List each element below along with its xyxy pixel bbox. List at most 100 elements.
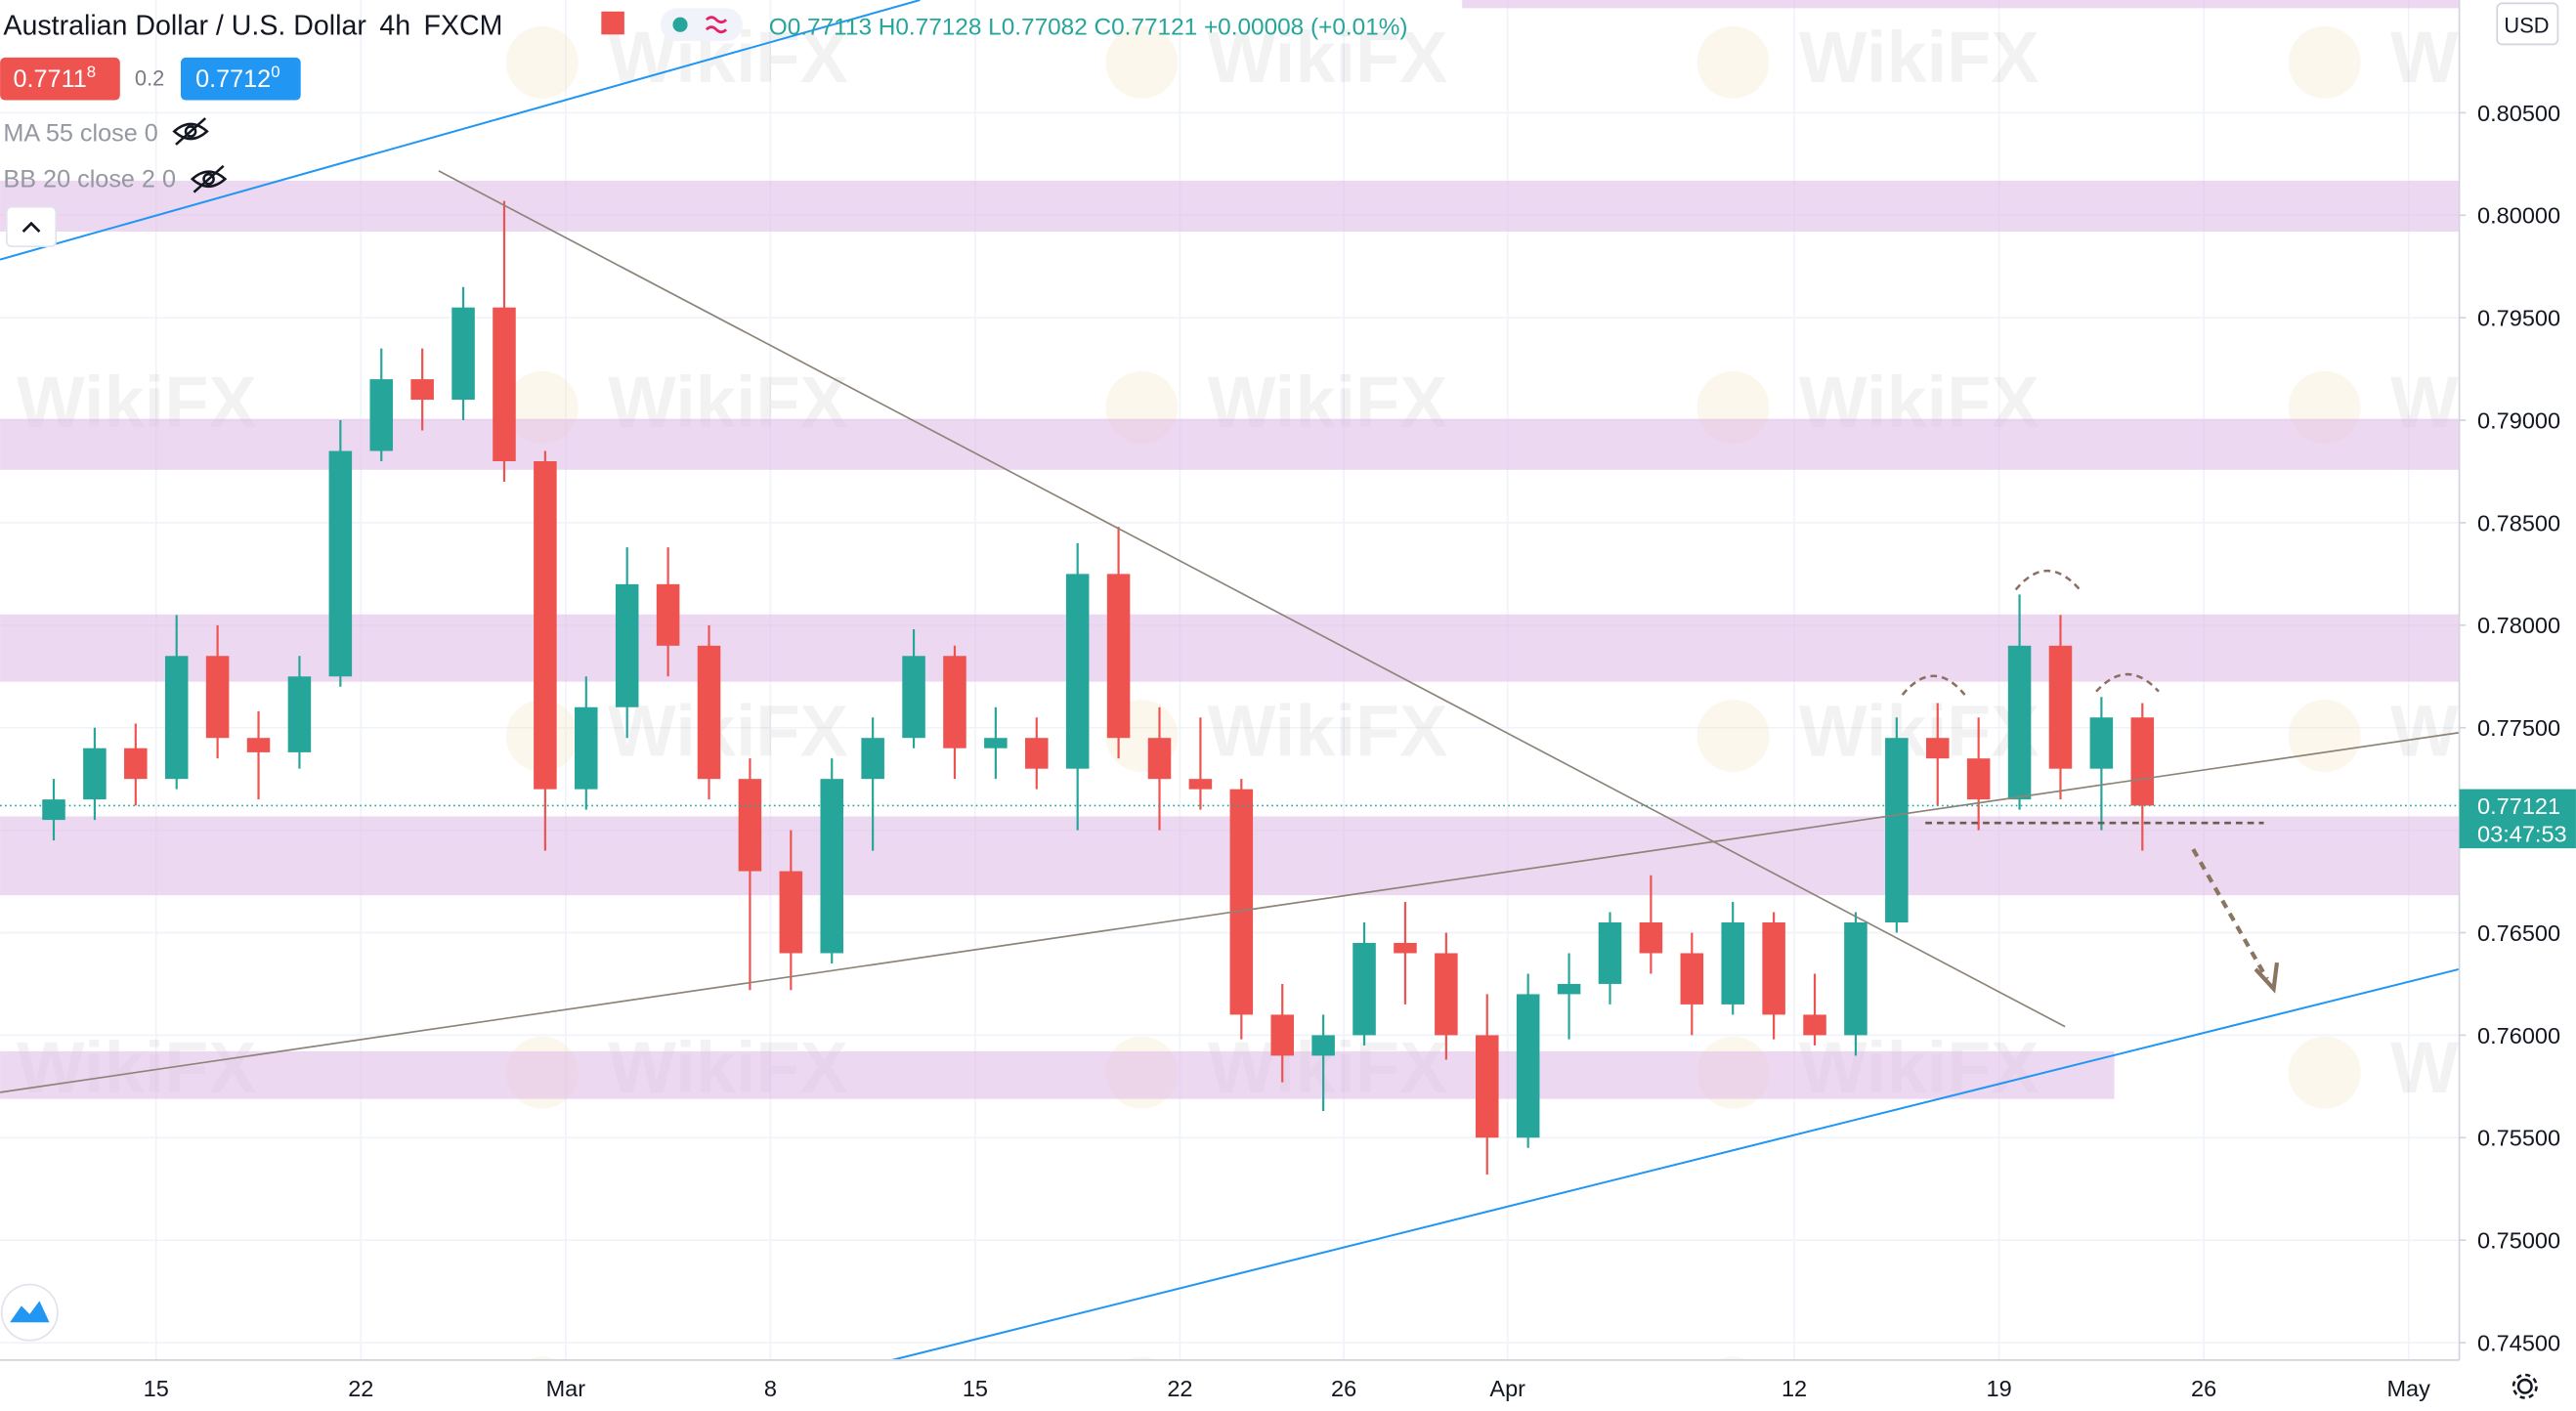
y-tick-label: 0.77500 xyxy=(2477,715,2560,741)
x-tick-label: Mar xyxy=(546,1376,586,1401)
candle-body xyxy=(493,307,516,462)
candle-body xyxy=(1844,922,1868,1036)
x-tick-label: 26 xyxy=(1331,1376,1356,1401)
ask-box[interactable] xyxy=(180,57,301,101)
y-tick-label: 0.76500 xyxy=(2477,920,2560,946)
candle-body xyxy=(1394,942,1417,954)
price-label: 0.77121 03:47:53 xyxy=(2459,789,2576,849)
candle-body xyxy=(697,645,721,780)
bid-box[interactable] xyxy=(0,57,120,101)
ohlc: O0.77113 H0.77128 L0.77082 C0.77121 +0.0… xyxy=(769,14,1408,40)
logo-icon xyxy=(10,1301,50,1323)
candle-body xyxy=(164,656,189,780)
trend-line xyxy=(891,967,2460,1361)
zone xyxy=(0,1050,2115,1099)
candle-body xyxy=(1475,1035,1499,1138)
bid-main: 0.7711 xyxy=(14,65,87,93)
spread: 0.2 xyxy=(135,65,164,90)
y-tick-label: 0.76000 xyxy=(2477,1023,2560,1048)
candle-body xyxy=(205,656,230,739)
candle-body xyxy=(287,676,312,752)
candle-body xyxy=(1188,779,1213,790)
x-tick-label: 22 xyxy=(1167,1376,1192,1401)
candle-body xyxy=(1803,1014,1826,1036)
x-tick-label: Apr xyxy=(1489,1376,1525,1401)
candle-body xyxy=(1762,922,1785,1015)
candle-body xyxy=(1229,789,1254,1015)
y-tick-label: 0.74500 xyxy=(2477,1330,2560,1355)
candle-body xyxy=(1025,738,1049,769)
currency-box[interactable] xyxy=(2496,2,2559,46)
arc xyxy=(1901,674,1966,696)
y-tick-label: 0.80000 xyxy=(2477,203,2560,229)
arrow-head xyxy=(2254,962,2280,994)
candles xyxy=(42,200,2155,1176)
status-pill xyxy=(660,8,743,42)
candle-body xyxy=(1270,1014,1294,1056)
ask: 0.77120 xyxy=(195,63,279,93)
candle-body xyxy=(902,656,925,739)
candle-body xyxy=(738,779,762,872)
currency: USD xyxy=(2504,14,2549,38)
x-tick-label: 15 xyxy=(144,1376,169,1401)
watermark: WikiFX xyxy=(1799,690,2039,771)
candle-body xyxy=(1680,953,1704,1005)
watermark: WikiFX xyxy=(1208,17,1448,98)
ask-main: 0.7712 xyxy=(195,65,271,93)
y-tick-label: 0.75000 xyxy=(2477,1228,2560,1254)
price-axis xyxy=(2459,0,2576,1411)
watermark-logo xyxy=(2288,700,2361,773)
y-tick-label: 0.78000 xyxy=(2477,613,2560,638)
candle-body xyxy=(1639,922,1663,954)
x-tick-label: 12 xyxy=(1782,1376,1807,1401)
bb-legend: BB 20 close 2 0 xyxy=(3,166,176,193)
bid-pip: 8 xyxy=(87,63,96,81)
interval: 4h xyxy=(379,10,410,41)
candle-body xyxy=(369,379,394,451)
watermark-logo xyxy=(1105,25,1179,99)
x-tick-label: 15 xyxy=(963,1376,988,1401)
watermark: WikiFX xyxy=(608,690,848,771)
watermark: WikiFX xyxy=(1208,690,1448,771)
status-icon xyxy=(705,16,728,34)
candle-body xyxy=(83,748,107,800)
watermark: WikiFX xyxy=(1799,17,2039,98)
symbol-name: Australian Dollar / U.S. Dollar xyxy=(3,10,366,41)
drawings xyxy=(0,0,2460,1361)
eye-icon[interactable] xyxy=(190,164,228,193)
zones xyxy=(0,0,2460,1099)
candle-body xyxy=(1516,994,1540,1138)
settings-icon[interactable] xyxy=(2512,1373,2538,1399)
x-tick-label: 26 xyxy=(2191,1376,2216,1401)
collapse-button[interactable] xyxy=(5,205,58,247)
zone xyxy=(0,418,2460,470)
candle-body xyxy=(1311,1035,1335,1056)
candle-body xyxy=(1925,738,1950,759)
axes: 0.745000.750000.755000.760000.765000.770… xyxy=(144,101,2560,1401)
collapse-icon xyxy=(21,221,41,233)
trend-line xyxy=(0,731,2460,1093)
ma-legend: MA 55 close 0 xyxy=(3,120,157,148)
candle-body xyxy=(1352,942,1376,1036)
watermark-logo xyxy=(1696,700,1770,773)
y-tick-label: 0.79000 xyxy=(2477,407,2560,433)
candle-body xyxy=(615,583,639,707)
x-tick-label: May xyxy=(2386,1376,2430,1401)
trend-line xyxy=(0,0,921,261)
candle-body xyxy=(2089,717,2114,769)
symbol: Australian Dollar / U.S. Dollar 4h FXCM xyxy=(3,10,502,41)
zone xyxy=(0,816,2460,896)
watermark-logo xyxy=(1696,25,1770,99)
eye-icon[interactable] xyxy=(172,117,209,146)
x-tick-label: 19 xyxy=(1987,1376,2012,1401)
candle-body xyxy=(943,656,966,748)
logo[interactable] xyxy=(0,1283,59,1342)
candle-body xyxy=(246,738,271,752)
candle-body xyxy=(1966,758,1991,800)
candle-body xyxy=(42,799,65,821)
candle-body xyxy=(656,583,680,646)
candle-body xyxy=(124,748,148,780)
candle-body xyxy=(534,461,557,790)
candle-body xyxy=(1557,983,1581,995)
